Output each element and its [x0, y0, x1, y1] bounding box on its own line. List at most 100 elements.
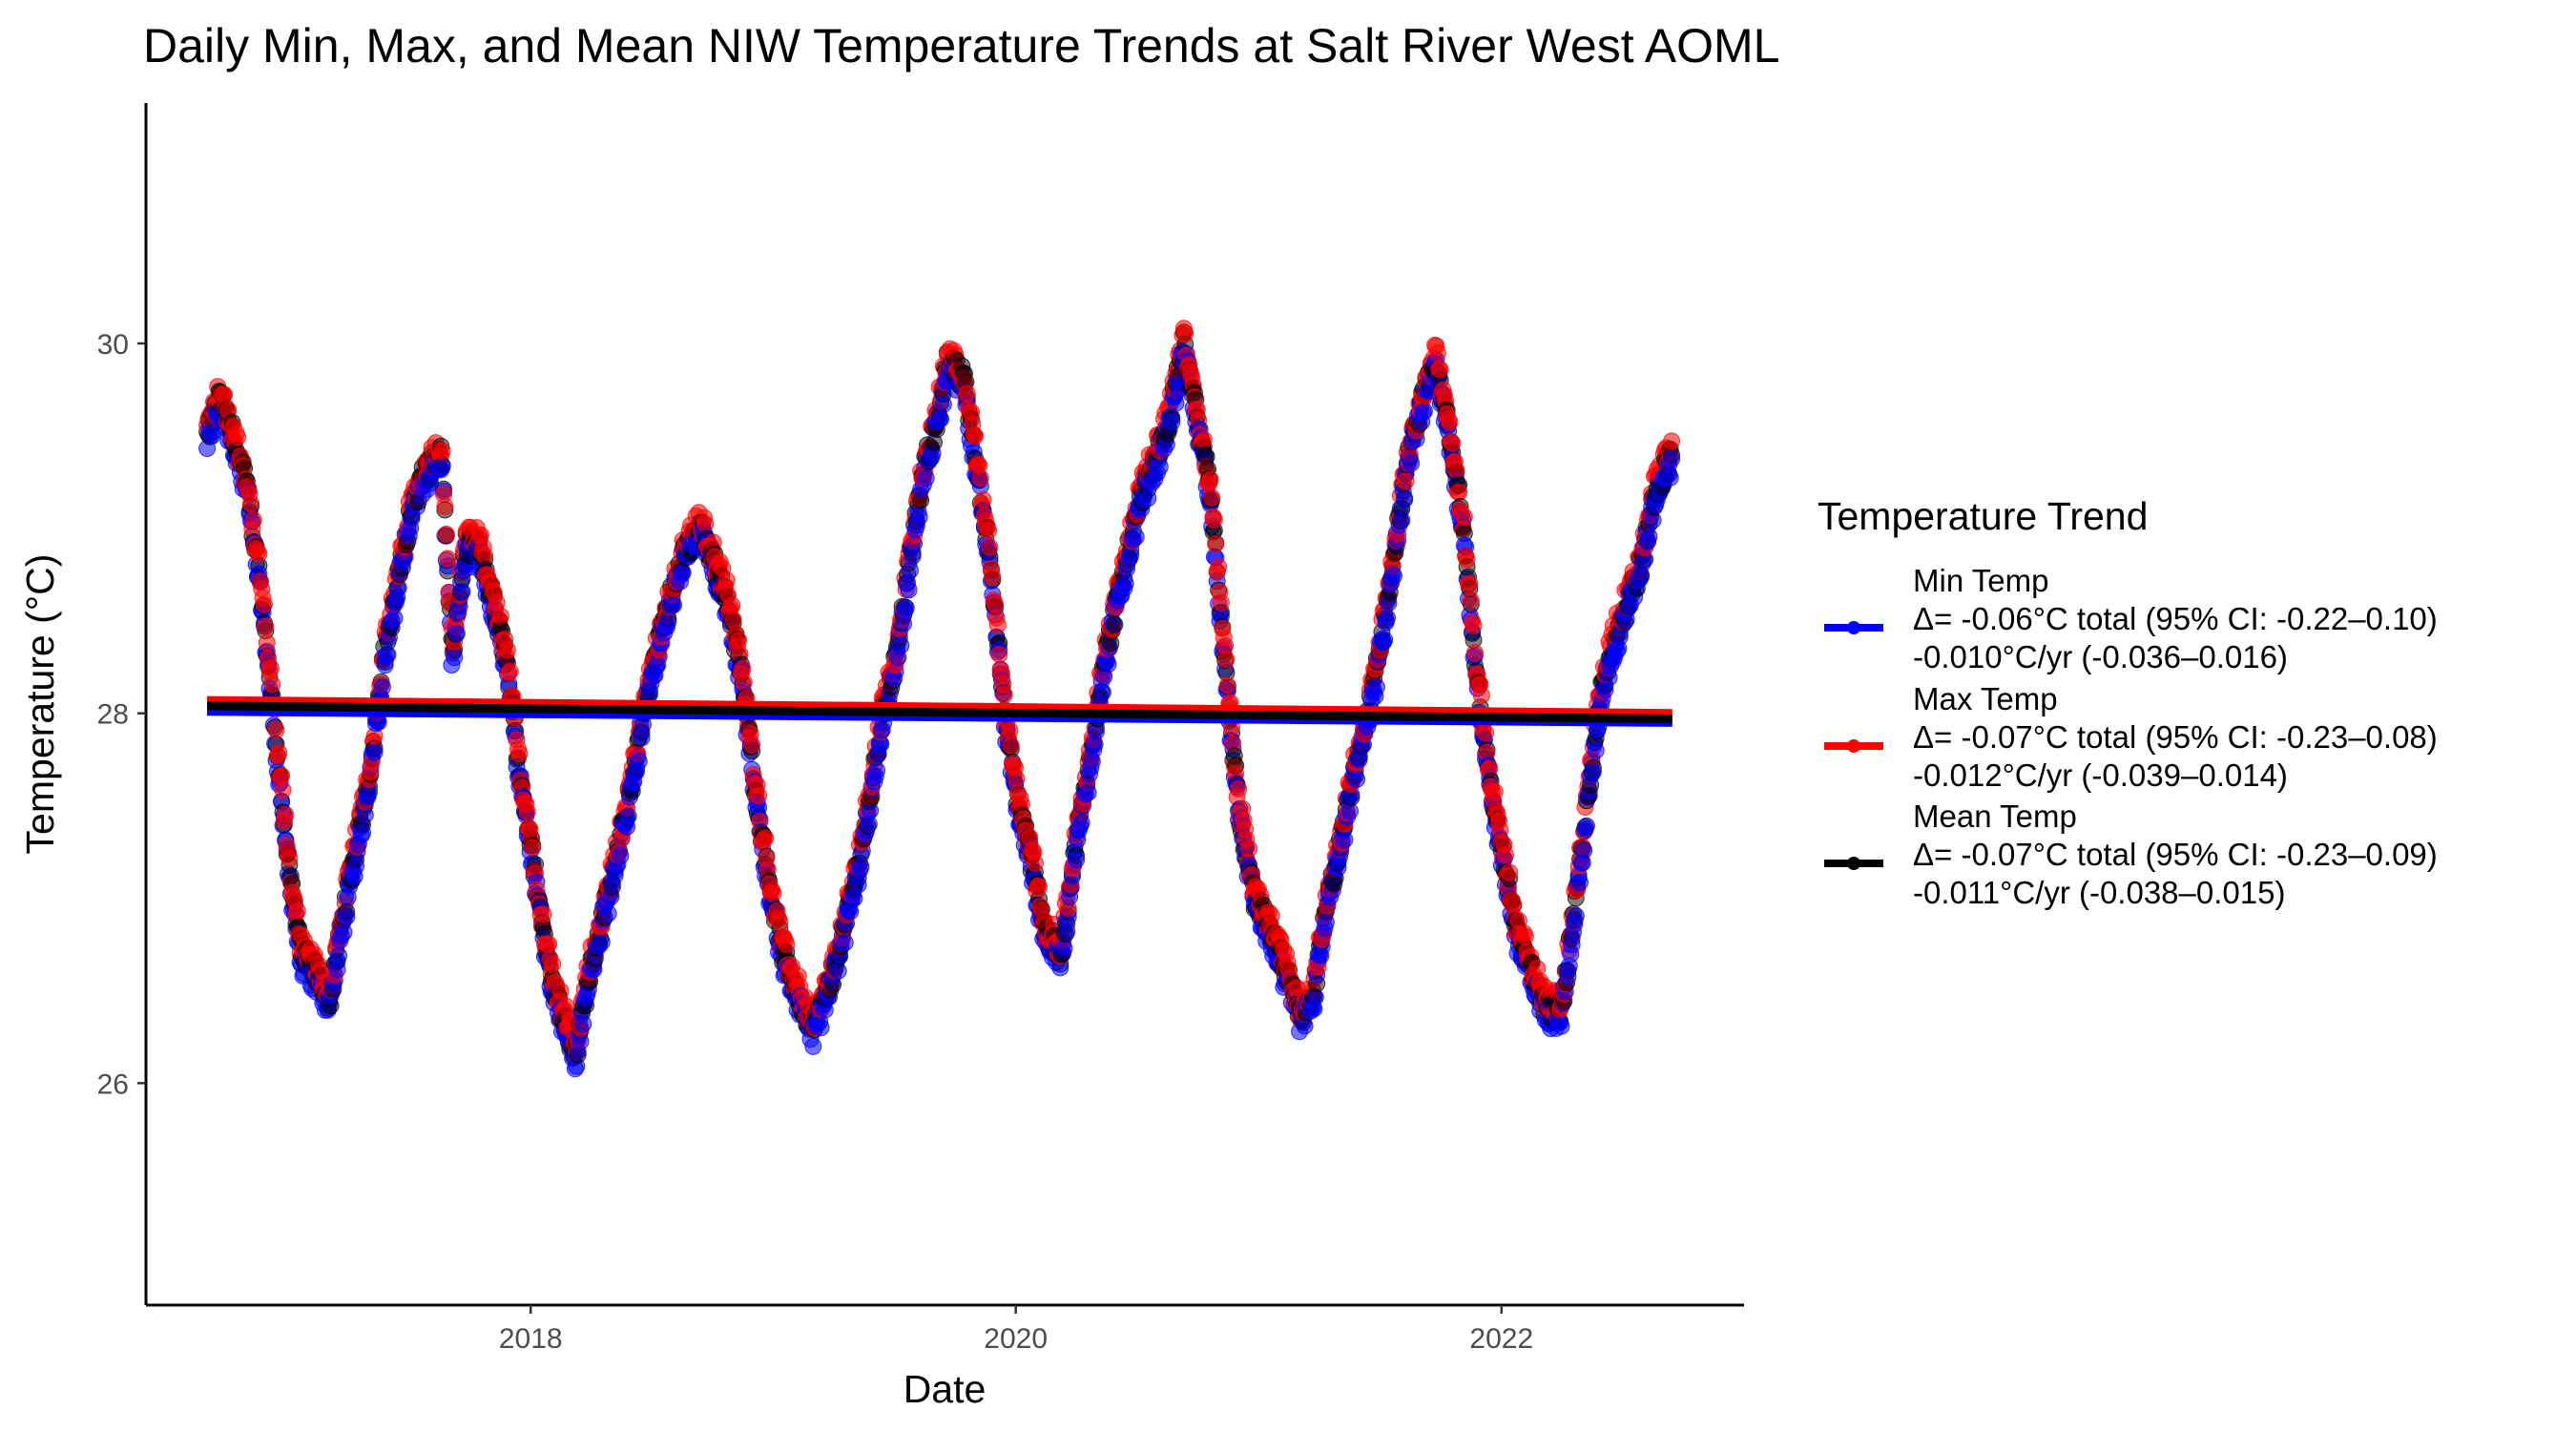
data-point: [743, 736, 761, 754]
data-point: [439, 550, 457, 568]
data-point: [229, 428, 247, 446]
data-point: [1079, 783, 1097, 801]
data-point: [836, 934, 854, 952]
data-point: [540, 935, 558, 953]
data-point: [1367, 678, 1385, 696]
data-point: [1396, 490, 1414, 508]
legend-title: Temperature Trend: [1818, 494, 2148, 538]
legend-label: -0.010°C/yr (-0.036–0.016): [1913, 639, 2288, 674]
data-point: [574, 1015, 592, 1033]
data-point: [910, 508, 928, 526]
data-point: [1447, 461, 1465, 479]
data-point: [379, 646, 397, 664]
data-point: [433, 442, 451, 460]
data-point: [1661, 468, 1679, 487]
data-point: [1465, 644, 1484, 662]
data-point: [1195, 430, 1213, 448]
data-point: [453, 583, 471, 601]
data-point: [659, 612, 677, 631]
data-point: [518, 803, 536, 820]
data-point: [1151, 458, 1169, 476]
data-point: [717, 571, 736, 590]
data-point: [971, 469, 989, 487]
legend-label: Δ= -0.07°C total (95% CI: -0.23–0.09): [1913, 837, 2438, 872]
data-point: [1001, 721, 1019, 739]
data-point: [1465, 616, 1483, 634]
data-point: [1455, 508, 1473, 526]
data-point: [1058, 923, 1076, 941]
data-point: [1218, 676, 1236, 695]
data-point: [1203, 488, 1221, 507]
x-tick-label: 2020: [984, 1323, 1048, 1355]
data-point: [1240, 840, 1258, 858]
data-point: [674, 564, 692, 582]
data-point: [1567, 907, 1585, 925]
data-point: [1379, 609, 1396, 627]
data-point: [1176, 324, 1195, 342]
legend-label: Mean Temp: [1913, 798, 2077, 834]
data-point: [1444, 434, 1462, 452]
data-point: [510, 745, 529, 762]
data-point: [757, 829, 775, 847]
data-point: [1212, 593, 1230, 612]
data-point: [1217, 651, 1236, 669]
y-tick-label: 26: [97, 1068, 129, 1100]
data-point: [958, 384, 976, 403]
data-point: [1575, 841, 1593, 860]
data-point: [1393, 511, 1411, 529]
data-point: [267, 721, 285, 739]
data-point: [735, 674, 753, 692]
data-point: [1093, 683, 1111, 701]
data-point: [696, 515, 715, 533]
data-point: [917, 469, 935, 487]
data-point: [1663, 432, 1681, 450]
y-tick-label: 28: [97, 699, 129, 731]
legend-key-point: [1847, 739, 1860, 753]
data-point: [242, 494, 260, 512]
data-point: [437, 526, 455, 543]
legend-label: -0.011°C/yr (-0.038–0.015): [1913, 875, 2285, 910]
legend-label: Δ= -0.07°C total (95% CI: -0.23–0.08): [1913, 719, 2438, 755]
data-point: [1026, 854, 1044, 872]
x-tick-label: 2022: [1469, 1323, 1533, 1355]
data-point: [1230, 780, 1247, 798]
data-point: [491, 607, 509, 625]
data-point: [966, 427, 985, 446]
data-point: [347, 857, 365, 875]
data-point: [764, 884, 782, 902]
data-point: [446, 649, 464, 667]
data-point: [244, 511, 262, 529]
x-tick-label: 2018: [499, 1323, 563, 1355]
data-point: [447, 625, 466, 642]
data-point: [1002, 736, 1020, 755]
data-point: [551, 982, 570, 1000]
data-point: [1428, 343, 1446, 362]
legend-label: Δ= -0.06°C total (95% CI: -0.22–0.10): [1913, 601, 2438, 636]
data-point: [1210, 558, 1228, 575]
data-point: [261, 659, 280, 677]
data-point: [280, 849, 299, 867]
data-point: [1348, 770, 1365, 788]
data-point: [1385, 567, 1402, 585]
data-point: [812, 1019, 830, 1037]
data-point: [277, 806, 295, 823]
data-point: [1663, 449, 1681, 467]
data-point: [1030, 878, 1048, 896]
data-point: [778, 936, 796, 954]
data-point: [1441, 413, 1459, 431]
data-point: [1571, 873, 1589, 891]
data-point: [1068, 851, 1086, 869]
data-point: [1205, 510, 1223, 529]
data-point: [974, 490, 992, 508]
data-point: [270, 744, 288, 761]
data-point: [724, 611, 742, 629]
data-point: [1501, 863, 1519, 881]
data-point: [932, 410, 949, 428]
data-point: [1336, 831, 1354, 849]
legend-label: -0.012°C/yr (-0.039–0.014): [1913, 757, 2288, 793]
legend-key-point: [1847, 621, 1860, 634]
data-point: [599, 904, 617, 923]
data-point: [592, 933, 611, 951]
data-point: [1431, 361, 1449, 379]
